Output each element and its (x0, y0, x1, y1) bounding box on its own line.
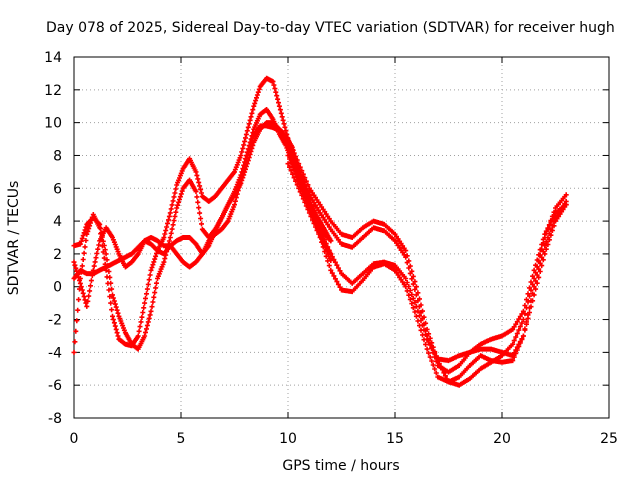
x-tick-label: 10 (279, 431, 297, 447)
series-trace-6 (285, 161, 569, 385)
y-tick-label: -6 (48, 378, 62, 394)
x-tick-label: 25 (600, 431, 618, 447)
x-axis-label: GPS time / hours (282, 458, 399, 474)
y-tick-label: -8 (48, 411, 62, 427)
y-axis: -8 -6 -4 -2 0 2 4 6 8 10 12 14 (44, 50, 609, 427)
series-trace-2 (71, 107, 334, 352)
x-tick-label: 20 (493, 431, 511, 447)
y-tick-label: 4 (53, 214, 62, 230)
y-tick-label: 0 (53, 280, 62, 296)
x-tick-label: 5 (177, 431, 186, 447)
y-axis-label: SDTVAR / TECUs (6, 181, 22, 296)
x-tick-label: 0 (70, 431, 79, 447)
y-tick-label: 8 (53, 148, 62, 164)
plot-frame (73, 56, 610, 419)
y-tick-label: -4 (48, 345, 62, 361)
y-tick-label: 12 (44, 83, 62, 99)
chart-title: Day 078 of 2025, Sidereal Day-to-day VTE… (46, 20, 615, 36)
x-axis: 0 5 10 15 20 25 (70, 57, 618, 447)
x-tick-label: 15 (386, 431, 404, 447)
y-tick-label: 6 (53, 181, 62, 197)
y-tick-label: 14 (44, 50, 62, 66)
series-trace-1 (71, 75, 334, 355)
y-tick-label: 10 (44, 116, 62, 132)
y-tick-label: -2 (48, 313, 62, 329)
data-series (71, 75, 569, 388)
y-tick-label: 2 (53, 247, 62, 263)
series-trace-8 (285, 144, 569, 375)
